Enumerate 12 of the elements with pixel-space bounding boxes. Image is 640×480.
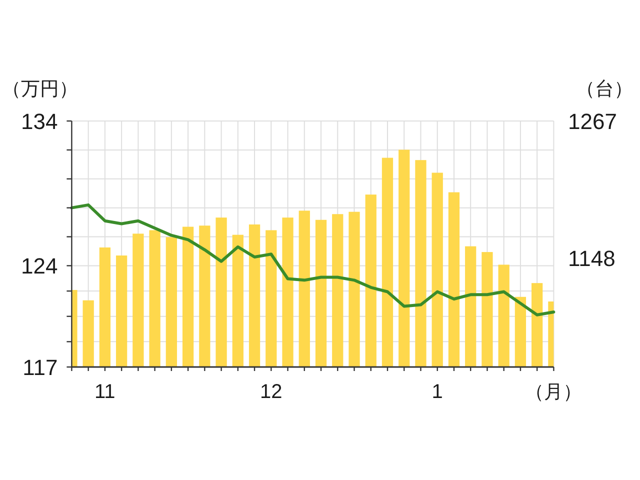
x-axis-title: （月） [525,382,582,403]
y-tick-label: 124 [20,254,58,279]
y-tick-label: 117 [22,355,58,380]
y2-tick-label: 1148 [568,246,616,271]
y-tick-label: 134 [20,109,58,134]
y-axis-title: （万円） [2,79,78,100]
x-tick-label: 11 [94,381,116,403]
y2-axis-title: （台） [576,79,633,100]
line-series [70,203,556,316]
x-tick-label: 1 [432,381,443,403]
x-tick-label: 12 [260,381,282,403]
y2-tick-label: 1267 [568,109,617,134]
